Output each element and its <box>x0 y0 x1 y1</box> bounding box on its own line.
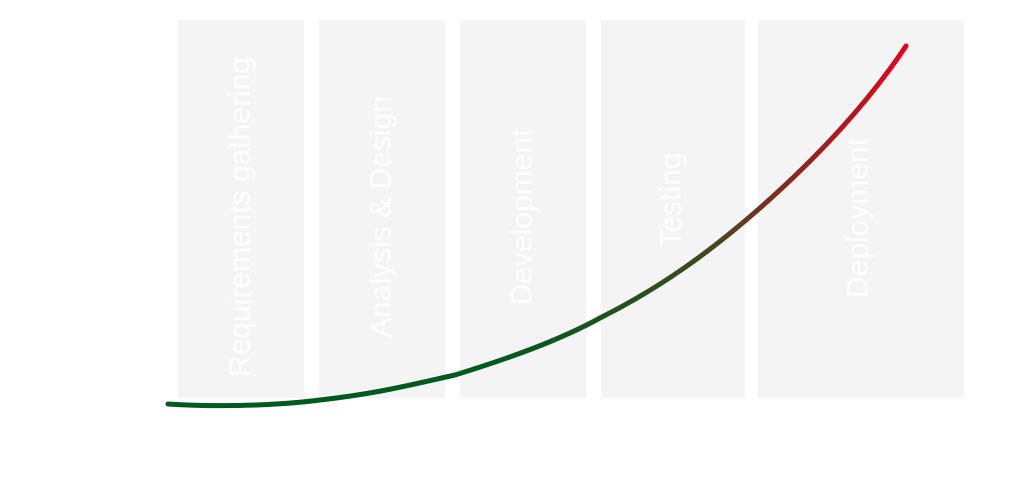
phase-label-requirements: Requirements gathering <box>224 57 257 377</box>
phase-label-analysis-design: Analysis & Design <box>365 96 398 338</box>
phase-label-development: Development <box>506 128 539 305</box>
phase-band-testing <box>601 20 745 398</box>
cost-curve <box>165 43 909 409</box>
phase-band-requirements <box>178 20 304 398</box>
phase-bands <box>178 20 964 398</box>
phase-labels: Requirements gathering Analysis & Design… <box>224 57 875 377</box>
phase-band-analysis-design <box>319 20 445 398</box>
phase-label-deployment: Deployment <box>842 137 875 298</box>
phase-band-deployment <box>758 20 964 398</box>
phase-label-testing: Testing <box>655 152 688 247</box>
